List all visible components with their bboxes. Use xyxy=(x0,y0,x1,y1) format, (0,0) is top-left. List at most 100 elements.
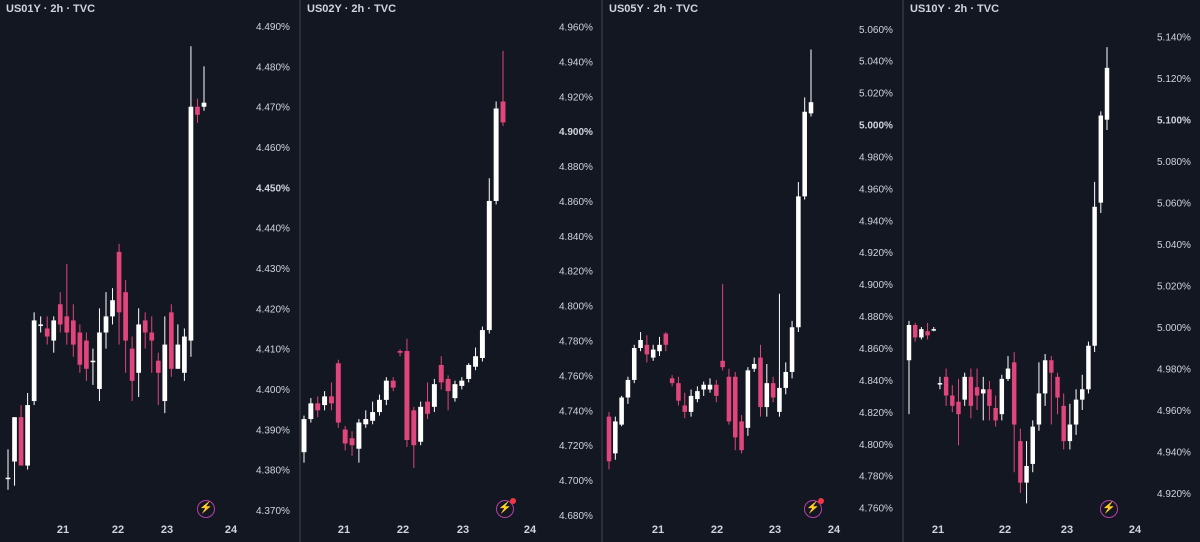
candle[interactable] xyxy=(1018,428,1023,493)
candle[interactable] xyxy=(906,320,912,415)
candle[interactable] xyxy=(370,401,376,425)
candle[interactable] xyxy=(1061,393,1066,450)
candle[interactable] xyxy=(473,347,479,371)
candle[interactable] xyxy=(739,415,744,454)
candle[interactable] xyxy=(182,328,187,381)
candle[interactable] xyxy=(726,368,732,425)
candle[interactable] xyxy=(1086,341,1091,394)
candle[interactable] xyxy=(64,263,70,345)
candle[interactable] xyxy=(110,288,115,325)
candle[interactable] xyxy=(682,392,688,419)
candle[interactable] xyxy=(445,375,451,411)
candle[interactable] xyxy=(328,382,334,411)
candle[interactable] xyxy=(84,332,89,381)
candle[interactable] xyxy=(411,406,417,468)
candle[interactable] xyxy=(136,308,142,398)
chart-canvas[interactable]: 5.140% 5.120% 5.100% 5.080% 5.060% 5.040% 5.02… xyxy=(904,0,1200,542)
candle[interactable] xyxy=(335,359,341,428)
candle[interactable] xyxy=(201,66,207,111)
candle[interactable] xyxy=(987,380,992,421)
candle[interactable] xyxy=(663,332,669,352)
candle[interactable] xyxy=(129,336,135,402)
candle[interactable] xyxy=(669,375,675,387)
candle[interactable] xyxy=(931,327,936,332)
candle[interactable] xyxy=(438,356,444,390)
candle[interactable] xyxy=(397,349,403,357)
candle[interactable] xyxy=(77,324,83,373)
candle[interactable] xyxy=(732,371,738,451)
candle[interactable] xyxy=(425,382,430,420)
candle[interactable] xyxy=(168,304,174,377)
candle[interactable] xyxy=(919,327,924,340)
candle[interactable] xyxy=(937,376,943,390)
candle[interactable] xyxy=(188,46,194,357)
candle[interactable] xyxy=(808,49,814,117)
panel-divider[interactable] xyxy=(299,0,301,542)
candle[interactable] xyxy=(479,326,485,362)
candle[interactable] xyxy=(701,381,706,396)
candle[interactable] xyxy=(301,415,307,463)
candle[interactable] xyxy=(714,379,719,403)
candle[interactable] xyxy=(1073,389,1079,435)
candle[interactable] xyxy=(638,332,643,352)
candle[interactable] xyxy=(625,376,631,404)
candle[interactable] xyxy=(950,385,955,413)
candle[interactable] xyxy=(486,178,492,334)
candle[interactable] xyxy=(390,377,396,392)
candle[interactable] xyxy=(1055,372,1060,415)
chart-panel-us05y[interactable]: US05Y · 2h · TVC 5.060% 5.040% 5.020% 5.000… xyxy=(603,0,902,542)
candle[interactable] xyxy=(1080,374,1085,411)
candle[interactable] xyxy=(431,378,437,413)
candle[interactable] xyxy=(657,336,662,356)
candle[interactable] xyxy=(796,182,801,333)
lightning-alert-icon[interactable]: ⚡ xyxy=(1100,500,1118,518)
panel-divider[interactable] xyxy=(601,0,603,542)
candle[interactable] xyxy=(175,324,181,369)
candle[interactable] xyxy=(613,416,618,460)
candle[interactable] xyxy=(70,304,76,357)
candle[interactable] xyxy=(695,386,700,403)
candle[interactable] xyxy=(452,380,458,402)
candle[interactable] xyxy=(606,411,612,470)
candle[interactable] xyxy=(44,316,50,345)
candle[interactable] xyxy=(459,377,465,390)
candle[interactable] xyxy=(943,368,949,406)
candle[interactable] xyxy=(322,391,328,411)
candle[interactable] xyxy=(90,348,96,385)
candle[interactable] xyxy=(745,367,751,436)
candle[interactable] xyxy=(38,316,44,333)
candle[interactable] xyxy=(308,398,314,423)
candle[interactable] xyxy=(103,292,109,349)
candle[interactable] xyxy=(195,98,200,123)
candle[interactable] xyxy=(993,395,998,427)
candle[interactable] xyxy=(466,363,472,383)
candle[interactable] xyxy=(142,312,148,349)
candle[interactable] xyxy=(123,280,128,373)
candle[interactable] xyxy=(751,357,757,372)
candle[interactable] xyxy=(97,308,102,402)
candle[interactable] xyxy=(650,344,656,361)
candle[interactable] xyxy=(962,372,967,406)
candle[interactable] xyxy=(356,419,362,463)
candle[interactable] xyxy=(116,243,122,345)
candle[interactable] xyxy=(1098,111,1104,214)
chart-canvas[interactable]: 5.060% 5.040% 5.020% 5.000% 4.980% 4.960% 4.94… xyxy=(603,0,902,542)
candle[interactable] xyxy=(1042,354,1048,406)
candle[interactable] xyxy=(925,322,930,340)
candle[interactable] xyxy=(1024,441,1029,504)
candle[interactable] xyxy=(912,322,918,342)
candle[interactable] xyxy=(342,426,348,451)
panel-divider[interactable] xyxy=(902,0,904,542)
candle[interactable] xyxy=(644,335,650,363)
candle[interactable] xyxy=(404,338,410,447)
chart-canvas[interactable]: 4.490% 4.480% 4.470% 4.460% 4.450% 4.440% 4.43… xyxy=(0,0,299,542)
candle[interactable] xyxy=(363,410,369,428)
candle[interactable] xyxy=(155,352,161,406)
candle[interactable] xyxy=(777,293,782,417)
candle[interactable] xyxy=(764,363,770,417)
candle[interactable] xyxy=(162,316,168,414)
candle[interactable] xyxy=(999,374,1005,421)
candle[interactable] xyxy=(707,378,713,393)
candle[interactable] xyxy=(688,389,694,417)
candle[interactable] xyxy=(802,97,807,200)
